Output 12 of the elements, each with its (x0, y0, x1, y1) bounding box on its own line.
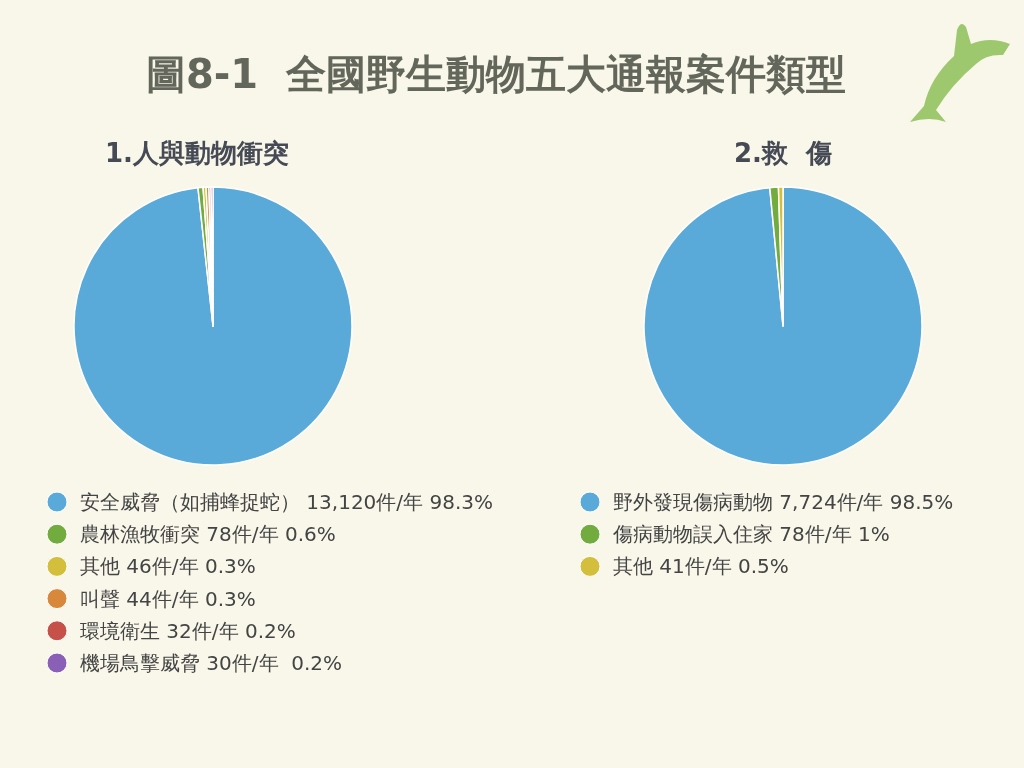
chart-title: 圖8-1 全國野生動物五大通報案件類型 (145, 51, 847, 97)
legend-label: 其他 41件/年 0.5% (613, 554, 789, 579)
legend-label: 環境衛生 32件/年 0.2% (80, 618, 296, 643)
legend-label: 野外發現傷病動物 7,724件/年 98.5% (613, 490, 954, 514)
legend-label: 其他 46件/年 0.3% (80, 554, 256, 579)
legend-label: 農林漁牧衝突 78件/年 0.6% (80, 522, 336, 547)
legend-label: 傷病動物誤入住家 78件/年 1% (612, 522, 890, 547)
legend-label: 安全威脅（如捕蜂捉蛇） 13,120件/年 98.3% (80, 490, 493, 514)
chart-title: 2.救 傷 (733, 138, 833, 168)
legend-label: 機場鳥擊威脅 30件/年 0.2% (80, 651, 343, 675)
legend-label: 叫聲 44件/年 0.3% (80, 586, 256, 611)
chart-subtitle: 1.人與動物衝突 (105, 138, 289, 168)
